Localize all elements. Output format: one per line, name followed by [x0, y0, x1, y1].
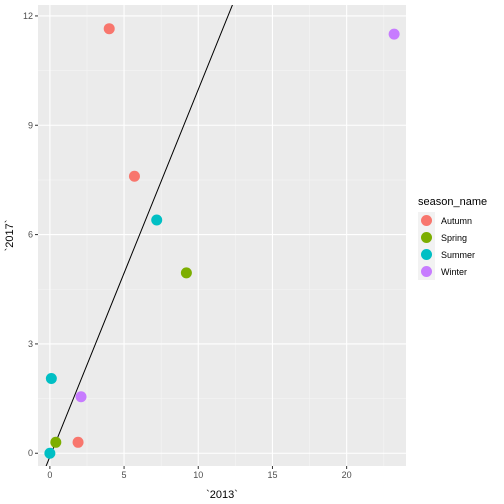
plot-panel: [38, 5, 406, 466]
data-point-spring: [180, 267, 192, 279]
minor-gridlines: [38, 5, 406, 466]
x-tick-label: 20: [342, 470, 352, 480]
data-point-spring: [50, 436, 62, 448]
x-tick-label: 0: [47, 470, 52, 480]
legend-label-winter: Winter: [441, 267, 467, 277]
x-axis-title: `2013`: [206, 489, 238, 501]
y-tick-label: 0: [28, 448, 33, 458]
legend-label-spring: Spring: [441, 233, 467, 243]
data-point-summer: [44, 447, 56, 459]
legend-entries: Autumn Spring Summer Winter: [418, 212, 475, 280]
legend-title: season_name: [418, 196, 487, 208]
legend-label-autumn: Autumn: [441, 216, 472, 226]
reference-line: [45, 5, 233, 466]
legend: season_name Autumn Spring Summer Winter: [418, 196, 487, 280]
y-tick-label: 9: [28, 120, 33, 130]
legend-key-spring: [421, 232, 432, 243]
data-points: [44, 23, 400, 459]
legend-key-winter: [421, 266, 432, 277]
legend-key-summer: [421, 249, 432, 260]
data-point-summer: [151, 214, 163, 226]
legend-label-summer: Summer: [441, 250, 475, 260]
x-axis-ticks: 0 5 10 15 20: [47, 466, 352, 480]
data-point-summer: [45, 373, 57, 385]
x-tick-label: 10: [193, 470, 203, 480]
data-point-autumn: [72, 436, 84, 448]
data-point-autumn: [128, 170, 140, 182]
y-tick-label: 3: [28, 339, 33, 349]
y-axis-ticks: 0 3 6 9 12: [23, 11, 38, 458]
data-point-winter: [388, 28, 400, 40]
y-tick-label: 6: [28, 230, 33, 240]
data-point-autumn: [103, 23, 115, 35]
data-point-winter: [75, 391, 87, 403]
x-tick-label: 15: [267, 470, 277, 480]
y-axis-title: `2017`: [4, 220, 16, 252]
y-tick-label: 12: [23, 11, 33, 21]
x-tick-label: 5: [122, 470, 127, 480]
legend-key-autumn: [421, 215, 432, 226]
major-gridlines: [38, 5, 406, 466]
